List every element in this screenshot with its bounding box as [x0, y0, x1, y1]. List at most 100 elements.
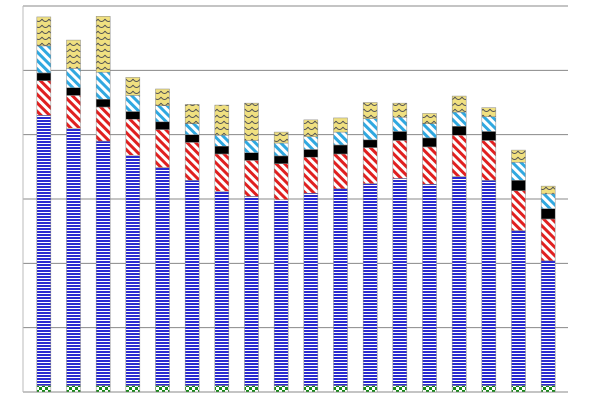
bar-segment	[303, 149, 319, 158]
bar-segment	[303, 156, 319, 194]
bar-segment	[540, 185, 556, 195]
bar-segment	[155, 88, 170, 106]
bar-segment	[422, 146, 437, 185]
bar-segment	[481, 180, 497, 386]
bar-segment	[392, 140, 408, 179]
bar-segment	[451, 111, 467, 127]
bar-segment	[155, 129, 170, 168]
bar-segment	[36, 72, 52, 81]
bar-segment	[392, 385, 408, 393]
bar-segment	[511, 162, 526, 181]
bar-segment	[95, 72, 111, 100]
bar-segment	[244, 152, 259, 161]
bar-segment	[333, 385, 348, 393]
bar-segment	[184, 180, 200, 386]
bar-segment	[273, 163, 289, 200]
bar-segment	[155, 121, 170, 130]
bar-segment	[333, 117, 348, 133]
bar-segment	[362, 385, 378, 393]
bar-segment	[333, 131, 348, 146]
bar-segment	[36, 80, 52, 116]
bar-segment	[273, 142, 289, 157]
bar-segment	[125, 77, 141, 96]
bar-segment	[214, 153, 230, 192]
bar-segment	[422, 123, 437, 139]
bar-segment	[66, 385, 81, 393]
bar-segment	[511, 180, 526, 191]
bar-segment	[184, 134, 200, 143]
bar-segment	[184, 142, 200, 181]
bar-segment	[451, 176, 467, 386]
bar-segment	[362, 102, 378, 119]
bar-segment	[273, 131, 289, 144]
bar-segment	[451, 135, 467, 177]
bar-segment	[362, 118, 378, 141]
bar-segment	[540, 260, 556, 386]
bar-segment	[95, 106, 111, 142]
bar-segment	[303, 385, 319, 393]
bar-segment	[244, 102, 259, 141]
bar-segment	[451, 95, 467, 113]
bar-segment	[333, 153, 348, 189]
bar-segment	[214, 191, 230, 386]
bar-segment	[36, 45, 52, 74]
bar-segment	[451, 385, 467, 393]
bar-segment	[392, 131, 408, 141]
bar-segment	[125, 385, 141, 393]
bar-segment	[481, 385, 497, 393]
bar-segment	[540, 218, 556, 262]
bar-segment	[95, 140, 111, 386]
bar-segment	[303, 136, 319, 150]
bar-segment	[540, 193, 556, 209]
bar-segment	[362, 183, 378, 386]
bar-segment	[422, 137, 437, 148]
bar-segment	[540, 208, 556, 220]
bar-segment	[66, 87, 81, 96]
bar-segment	[36, 115, 52, 386]
bar-segment	[214, 135, 230, 147]
bar-segment	[36, 16, 52, 47]
bar-segment	[155, 105, 170, 123]
bar-segment	[422, 183, 437, 386]
bar-segment	[244, 160, 259, 197]
bar-segment	[184, 123, 200, 135]
bar-segment	[392, 102, 408, 118]
bar-segment	[392, 117, 408, 132]
bar-segment	[66, 127, 81, 386]
bar-segment	[481, 107, 497, 117]
bar-segment	[184, 104, 200, 124]
bar-segment	[511, 190, 526, 231]
bar-segment	[125, 111, 141, 120]
bar-segment	[481, 116, 497, 132]
bar-segment	[511, 230, 526, 386]
bar-segment	[95, 16, 111, 73]
bar-segment	[214, 145, 230, 155]
bar-segment	[125, 155, 141, 386]
bar-segment	[125, 118, 141, 156]
bar-segment	[481, 131, 497, 141]
bar-segment	[451, 126, 467, 136]
bar-segment	[303, 119, 319, 137]
bar-segment	[362, 147, 378, 184]
bar-segment	[244, 140, 259, 153]
bar-segment	[481, 140, 497, 181]
bar-segment	[362, 139, 378, 148]
bar-segment	[155, 167, 170, 386]
bar-segment	[392, 178, 408, 386]
bar-segment	[333, 144, 348, 155]
bar-segment	[333, 188, 348, 386]
bar-segment	[66, 39, 81, 69]
bar-segment	[273, 155, 289, 164]
bar-segment	[214, 385, 230, 393]
bar-segment	[125, 95, 141, 112]
bar-segment	[422, 385, 437, 393]
bar-segment	[184, 385, 200, 393]
bar-segment	[66, 95, 81, 129]
bar-segment	[273, 385, 289, 393]
bar-segment	[511, 385, 526, 393]
bar-segment	[66, 68, 81, 88]
bar-segment	[303, 192, 319, 386]
bar-segment	[540, 385, 556, 393]
bar-segment	[36, 385, 52, 393]
